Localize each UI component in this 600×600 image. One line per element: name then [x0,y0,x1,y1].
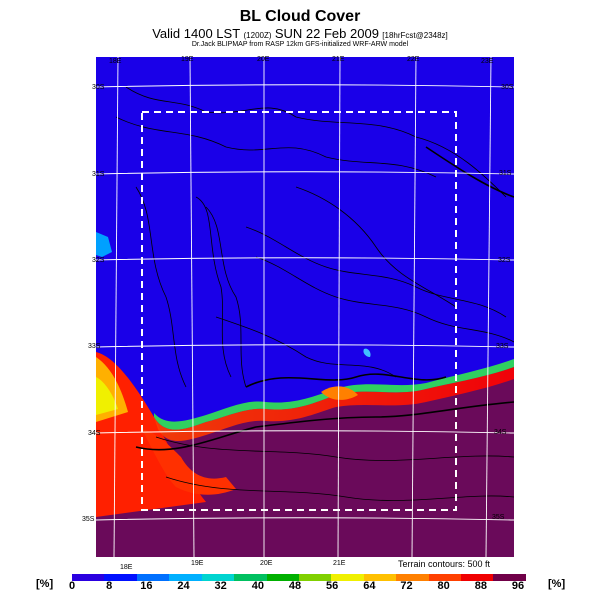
colorbar-swatch [461,574,494,581]
colorbar-unit-left: [%] [36,578,54,590]
colorbar-tick-label: 80 [437,580,450,592]
lon-label-bottom-20e: 20E [260,560,273,567]
lat-label-right-33s: 33S [496,343,509,350]
lon-label-19e: 19E [181,56,194,63]
utc-time: (1200Z) [243,31,272,40]
colorbar-swatch [363,574,397,581]
colorbar-swatch [72,574,105,581]
lat-label-left-30s: 30S [92,84,105,91]
lon-label-18e: 18E [109,58,122,65]
lon-label-22e: 22E [407,56,420,63]
cloud-front-edge [154,367,514,441]
map-canvas [96,57,514,557]
forecast-date: SUN 22 Feb 2009 [274,26,379,41]
lat-label-left-35s: 35S [82,516,95,523]
lon-label-20e: 20E [257,56,270,63]
colorbar-tick-label: 56 [326,580,339,592]
colorbar-swatch [396,574,429,581]
valid-time: Valid 1400 LST [152,26,241,41]
lat-label-left-34s: 34S [88,430,101,437]
cloud-band-southwest [142,429,236,495]
cloud-cell-east [321,386,358,400]
model-credit: Dr.Jack BLIPMAP from RASP 12km GFS-initi… [191,41,409,48]
colorbar-tick-label: 72 [400,580,413,592]
lat-label-left-32s: 32S [92,257,105,264]
colorbar-swatch [428,574,462,581]
colorbar-tick-label: 0 [68,580,76,592]
colorbar-swatch [331,574,364,581]
lat-label-right-32s: 32S [498,257,511,264]
colorbar [72,574,526,581]
cloud-cell-small [363,348,371,357]
lon-label-bottom-21e: 21E [333,560,346,567]
lat-label-right-35s: 35S [492,514,505,521]
colorbar-tick-label: 40 [251,580,264,592]
lon-label-bottom-19e: 19E [191,560,204,567]
colorbar-swatch [234,574,267,581]
cloud-patch-northwest [96,232,112,257]
lon-label-21e: 21E [332,56,345,63]
lon-label-23e: 23E [481,58,494,65]
colorbar-tick-label: 64 [363,580,376,592]
colorbar-tick-label: 8 [106,580,113,592]
colorbar-swatch [169,574,202,581]
colorbar-swatch [493,574,526,581]
colorbar-tick-label: 32 [214,580,227,592]
terrain-contours-major [135,146,514,451]
colorbar-tick-label: 24 [177,580,190,592]
colorbar-swatch [266,574,299,581]
lon-label-bottom-18e: 18E [120,564,133,571]
map-subtitle: Valid 1400 LST (1200Z) SUN 22 Feb 2009 [… [0,26,600,41]
colorbar-swatch [136,574,170,581]
inner-domain-box [141,111,457,511]
terrain-contours [115,86,514,501]
colorbar-tick-label: 16 [140,580,153,592]
cloud-band-west-light [96,377,118,415]
lat-label-left-31s: 31S [92,171,105,178]
cloud-cover-map [96,57,514,557]
lat-label-right-31s: 31S [499,170,512,177]
colorbar-swatch [104,574,137,581]
lat-label-right-34s: 34S [494,429,507,436]
colorbar-tick-label: 48 [288,580,302,592]
colorbar-swatch [298,574,332,581]
map-title: BL Cloud Cover [239,8,361,25]
colorbar-tick-label: 96 [511,580,525,592]
forecast-run: [18hrFcst@2348z] [382,31,448,40]
colorbar-unit-right: [%] [548,578,566,590]
colorbar-tick-label: 88 [474,580,487,592]
terrain-contour-note: Terrain contours: 500 ft [398,559,491,569]
lat-label-right-30s: 30S [501,84,514,91]
lat-lon-grid [96,57,514,557]
lat-label-left-33s: 33S [88,343,101,350]
colorbar-swatch [201,574,235,581]
